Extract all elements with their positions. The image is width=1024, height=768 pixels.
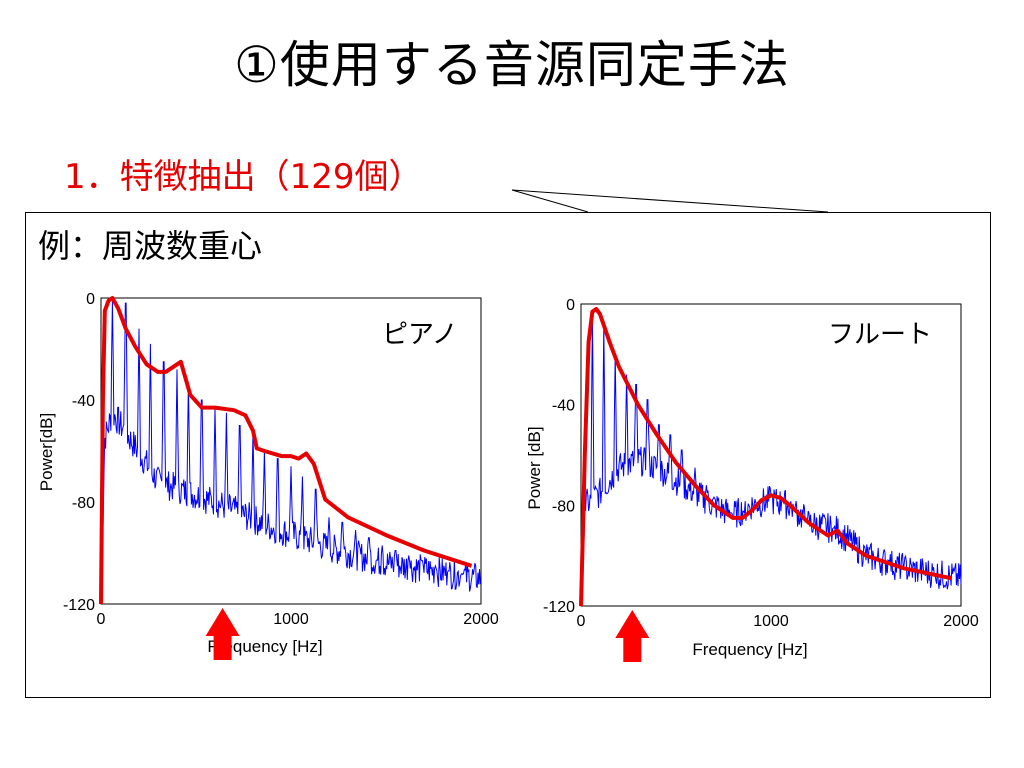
flute-y-tick-label: 0	[566, 297, 575, 314]
flute-plot-area	[580, 303, 962, 607]
flute-x-tick-label: 1000	[753, 613, 789, 630]
piano-y-tick-label: -40	[72, 393, 95, 410]
piano-x-tick-label: 1000	[273, 611, 309, 628]
feature-extraction-heading: 1．特徴抽出（129個）	[64, 157, 423, 197]
flute-x-tick-label: 0	[577, 613, 586, 630]
flute-x-tick-label: 2000	[943, 613, 979, 630]
piano-y-tick-label: -120	[63, 597, 95, 614]
flute-x-axis-label: Frequency [Hz]	[692, 640, 807, 659]
piano-spectrum-line	[100, 300, 482, 605]
flute-y-tick-label: -40	[552, 398, 575, 415]
flute-instrument-label: フルート	[828, 319, 932, 349]
flute-envelope-line	[579, 307, 952, 607]
piano-y-axis-label: Power[dB]	[37, 413, 56, 491]
example-frame	[25, 212, 991, 698]
example-label: 例：周波数重心	[38, 227, 263, 265]
flute-spectrum-line	[580, 311, 962, 607]
piano-y-tick-label: -80	[72, 495, 95, 512]
piano-x-tick-label: 2000	[463, 611, 499, 628]
piano-y-tick-label: 0	[86, 291, 95, 308]
piano-instrument-label: ピアノ	[382, 319, 458, 349]
flute-y-tick-label: -120	[543, 599, 575, 616]
slide-title: ①使用する音源同定手法	[234, 36, 790, 94]
piano-chart: 0 -40 -80 -120 0 1000 2000 ピアノ Frequency [Hz]…	[37, 291, 499, 660]
flute-y-tick-label: -80	[552, 498, 575, 515]
piano-envelope-line	[99, 296, 473, 605]
flute-chart: 0 -40 -80 -120 0 1000 2000 フルート Frequency [Hz…	[525, 297, 979, 662]
piano-x-axis-label: Frequency [Hz]	[207, 637, 322, 656]
piano-centroid-arrow	[205, 608, 240, 660]
flute-centroid-arrow	[615, 610, 650, 662]
flute-y-axis-label: Power [dB]	[525, 426, 544, 509]
piano-x-tick-label: 0	[97, 611, 106, 628]
